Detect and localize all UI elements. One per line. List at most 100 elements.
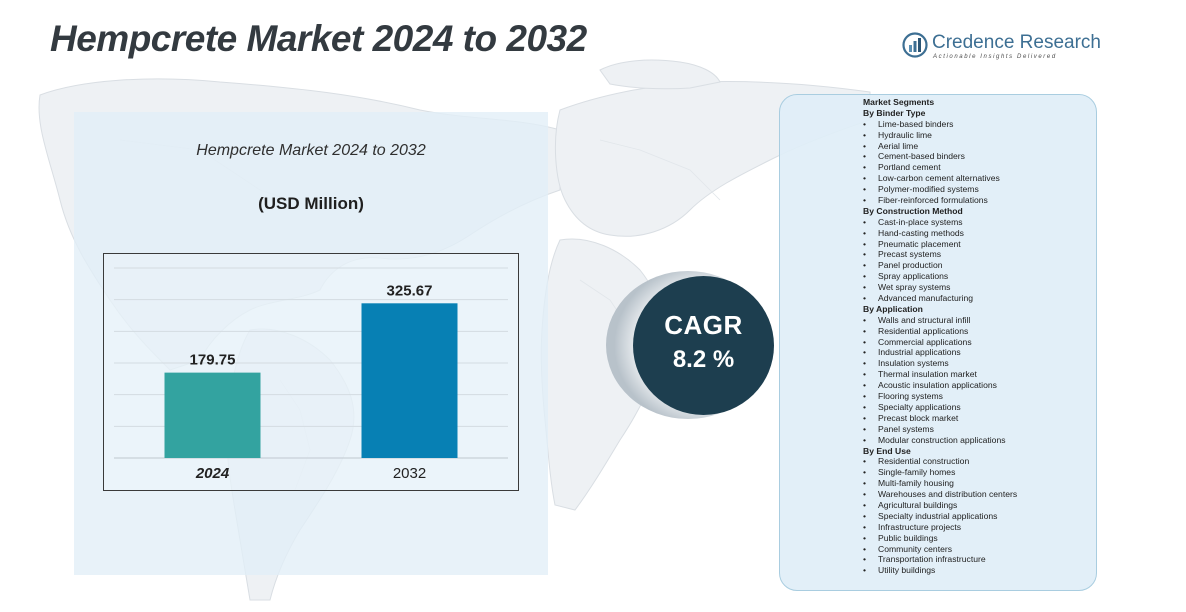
segment-item-label: Multi-family housing <box>878 478 954 489</box>
chart-title: Hempcrete Market 2024 to 2032 <box>196 142 426 159</box>
segment-item-label: Acoustic insulation applications <box>878 380 997 391</box>
bullet-icon: • <box>863 129 867 140</box>
segment-item-label: Single-family homes <box>878 467 956 478</box>
segment-list-item: • Agricultural buildings <box>863 500 1093 511</box>
bullet-icon: • <box>863 543 867 554</box>
segment-list-item: • Acoustic insulation applications <box>863 380 1093 391</box>
segment-list-item: • Warehouses and distribution centers <box>863 489 1093 500</box>
segment-group-title: By Construction Method <box>863 205 963 216</box>
segment-item-label: Modular construction applications <box>878 434 1006 445</box>
segment-item-label: Infrastructure projects <box>878 521 962 532</box>
segment-list-item: • Community centers <box>863 544 1093 555</box>
segment-item-label: Pneumatic placement <box>878 238 961 249</box>
segment-item-label: Polymer-modified systems <box>878 184 979 195</box>
page-title: Hempcrete Market 2024 to 2032 <box>50 18 587 59</box>
bullet-icon: • <box>863 554 867 565</box>
bullet-icon: • <box>863 510 867 521</box>
segment-item-label: Panel production <box>878 260 943 271</box>
x-tick-label: 2032 <box>393 465 426 482</box>
segment-item-label: Residential construction <box>878 456 970 467</box>
bullet-icon: • <box>863 238 867 249</box>
segment-list-item: • Residential applications <box>863 326 1093 337</box>
bullet-icon: • <box>863 216 867 227</box>
segment-item-label: Fiber-reinforced formulations <box>878 195 988 206</box>
bullet-icon: • <box>863 151 867 162</box>
bullet-icon: • <box>863 140 867 151</box>
cagr-label: CAGR <box>664 310 743 340</box>
segment-item-label: Utility buildings <box>878 565 936 576</box>
segment-item-label: Specialty industrial applications <box>878 510 998 521</box>
segment-item-label: Portland cement <box>878 162 941 173</box>
segment-item-label: Agricultural buildings <box>878 499 958 510</box>
segment-item-label: Commercial applications <box>878 336 972 347</box>
segment-item-label: Cast-in-place systems <box>878 216 963 227</box>
segments-heading: Market Segments <box>863 97 935 107</box>
brand-tagline: Actionable Insights Delivered <box>933 54 1057 60</box>
bullet-icon: • <box>863 173 867 184</box>
segment-group-title: By Binder Type <box>863 107 926 118</box>
segment-item-label: Low-carbon cement alternatives <box>878 173 1000 184</box>
segment-list-item: • Industrial applications <box>863 347 1093 358</box>
brand-logo: Credence Research Actionable Insights De… <box>902 32 1101 62</box>
segment-list-item: • Transportation infrastructure <box>863 554 1093 565</box>
segment-list-item: • Precast systems <box>863 249 1093 260</box>
segment-list-item: • Low-carbon cement alternatives <box>863 173 1093 184</box>
bar-2032 <box>361 303 458 458</box>
bullet-icon: • <box>863 499 867 510</box>
segment-list-item: • Specialty industrial applications <box>863 511 1093 522</box>
segment-list-item: • Portland cement <box>863 162 1093 173</box>
segment-list-item: • Aerial lime <box>863 141 1093 152</box>
segment-list-item: • Hydraulic lime <box>863 130 1093 141</box>
segment-list-item: • Pneumatic placement <box>863 239 1093 250</box>
segment-list-item: • Advanced manufacturing <box>863 293 1093 304</box>
segment-list-item: • Commercial applications <box>863 337 1093 348</box>
cagr-badge: CAGR 8.2 % <box>633 276 774 415</box>
bar-chart-plot: 179.75 2024 325.67 2032 <box>114 267 508 482</box>
segment-list-item: • Spray applications <box>863 271 1093 282</box>
segment-list-item: • Modular construction applications <box>863 435 1093 446</box>
segment-list-item: • Thermal insulation market <box>863 369 1093 380</box>
bullet-icon: • <box>863 260 867 271</box>
segment-item-label: Thermal insulation market <box>878 369 977 380</box>
bar-2024 <box>164 372 261 458</box>
bullet-icon: • <box>863 434 867 445</box>
bullet-icon: • <box>863 271 867 282</box>
segment-list-item: • Public buildings <box>863 533 1093 544</box>
bullet-icon: • <box>863 293 867 304</box>
segment-item-label: Aerial lime <box>878 140 919 151</box>
segment-item-label: Industrial applications <box>878 347 961 358</box>
segment-list-item: • Fiber-reinforced formulations <box>863 195 1093 206</box>
bullet-icon: • <box>863 521 867 532</box>
bullet-icon: • <box>863 369 867 380</box>
bullet-icon: • <box>863 162 867 173</box>
segment-item-label: Advanced manufacturing <box>878 293 974 304</box>
segment-group-title: By Application <box>863 303 923 314</box>
bar-value-label: 179.75 <box>190 352 236 369</box>
segment-list-item: • Flooring systems <box>863 391 1093 402</box>
segment-list-item: • Cast-in-place systems <box>863 217 1093 228</box>
market-segments-list: Market Segments By Binder Type • Lime-base… <box>863 97 1093 576</box>
segment-list-item: • Specialty applications <box>863 402 1093 413</box>
bullet-icon: • <box>863 118 867 129</box>
chart-unit-label: (USD Million) <box>258 194 364 213</box>
segment-list-item: • Walls and structural infill <box>863 315 1093 326</box>
segment-list-item: • Panel systems <box>863 424 1093 435</box>
segment-item-label: Community centers <box>878 543 953 554</box>
segment-list-item: • Utility buildings <box>863 565 1093 576</box>
segment-list-item: • Wet spray systems <box>863 282 1093 293</box>
cagr-value: 8.2 % <box>672 346 735 373</box>
bullet-icon: • <box>863 401 867 412</box>
segment-item-label: Cement-based binders <box>878 151 965 162</box>
bullet-icon: • <box>863 456 867 467</box>
bullet-icon: • <box>863 412 867 423</box>
market-segments-panel: Market Segments By Binder Type • Lime-base… <box>779 94 1097 591</box>
segment-item-label: Insulation systems <box>878 358 949 369</box>
bullet-icon: • <box>863 489 867 500</box>
segment-item-label: Precast block market <box>878 412 959 423</box>
segment-item-label: Public buildings <box>878 532 938 543</box>
bar-value-label: 325.67 <box>387 282 433 299</box>
segment-item-label: Residential applications <box>878 325 969 336</box>
segment-item-label: Hydraulic lime <box>878 129 932 140</box>
segment-item-label: Flooring systems <box>878 391 943 402</box>
segment-item-label: Spray applications <box>878 271 949 282</box>
